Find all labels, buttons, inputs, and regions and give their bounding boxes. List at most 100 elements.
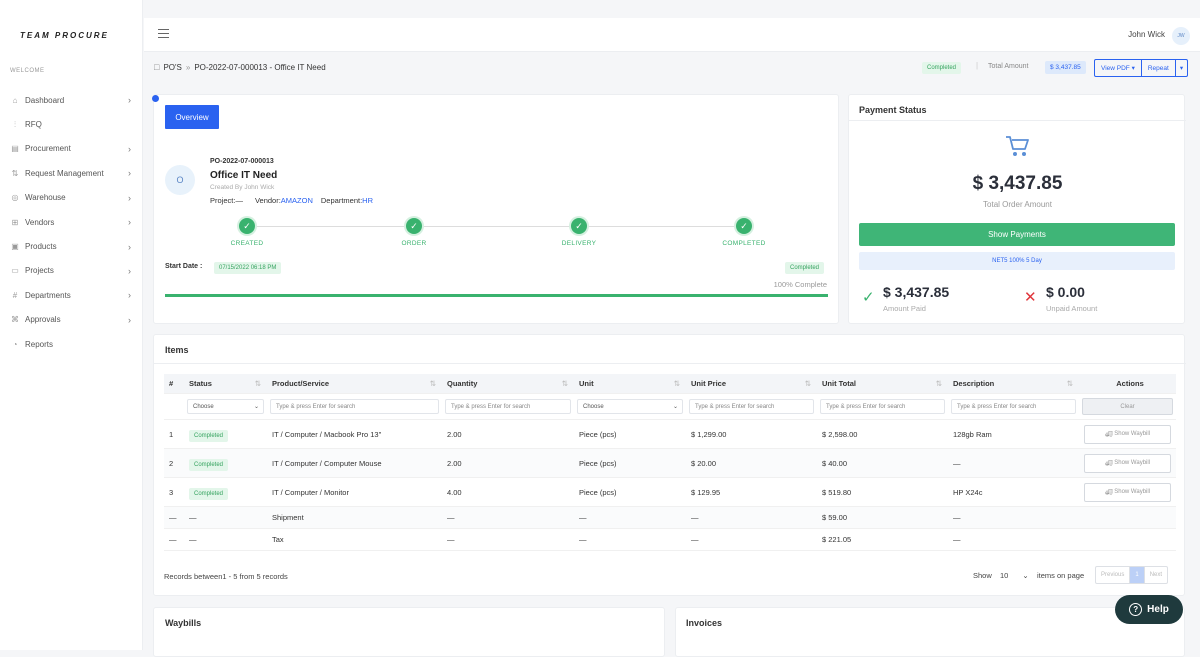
avatar[interactable]: JW	[1172, 27, 1190, 45]
page-size-select[interactable]: 10 ⌄	[994, 567, 1031, 584]
show-payments-button[interactable]: Show Payments	[859, 223, 1175, 246]
page-1-button[interactable]: 1	[1130, 567, 1144, 583]
user-name[interactable]: John Wick	[1128, 30, 1165, 39]
cell-qty: 2.00	[447, 429, 462, 439]
search-input[interactable]: Type & press Enter for search	[820, 399, 945, 414]
column-header-label: Unit Price	[691, 379, 727, 388]
column-header-actions[interactable]: Actions	[1079, 374, 1176, 394]
cell-total: $ 519.80	[822, 487, 852, 497]
step-label: ORDER	[401, 240, 427, 247]
chevron-right-icon: ›	[128, 217, 131, 228]
breadcrumb: □ PO'S » PO-2022-07-000013 - Office IT N…	[154, 62, 326, 72]
column-header-label: Unit	[579, 379, 594, 388]
sidebar-item-dashboard[interactable]: ⌂ Dashboard ›	[0, 88, 143, 112]
sort-icon[interactable]: ⇅	[429, 379, 436, 388]
show-waybill-label: Show Waybill	[1114, 489, 1151, 495]
column-header-quantity[interactable]: Quantity ⇅	[442, 374, 574, 394]
sidebar-item-reports[interactable]: ◔ Reports	[0, 332, 143, 356]
column-header--[interactable]: #	[164, 374, 184, 394]
chart-icon: ⫶	[14, 119, 16, 129]
clear-filters-button[interactable]: Clear	[1082, 398, 1173, 415]
unit-filter-select[interactable]: Choose ⌄	[577, 399, 683, 414]
home-icon: ⌂	[12, 95, 18, 105]
column-header-unit-total[interactable]: Unit Total ⇅	[817, 374, 948, 394]
hamburger-menu-icon[interactable]	[158, 29, 169, 41]
show-waybill-button[interactable]: 🚚︎ Show Waybill	[1084, 424, 1171, 444]
next-page-button[interactable]: Next	[1143, 567, 1167, 583]
department-label: Department:	[320, 196, 363, 205]
search-input[interactable]: Type & press Enter for search	[689, 399, 814, 414]
sidebar-item-procurement[interactable]: ▤ Procurement ›	[0, 137, 143, 161]
cell-desc: HP X24c	[953, 487, 983, 497]
vendor-value[interactable]: AMAZON	[280, 196, 313, 205]
sidebar-item-vendors[interactable]: ⊞ Vendors ›	[0, 210, 143, 234]
topbar: John Wick JW	[144, 18, 1200, 52]
sidebar-item-approvals[interactable]: ⌘ Approvals ›	[0, 308, 143, 332]
column-header-status[interactable]: Status ⇅	[184, 374, 267, 394]
truck-icon: 🚚︎	[1104, 489, 1113, 496]
sidebar-item-products[interactable]: ▣ Products ›	[0, 234, 143, 258]
divider	[849, 120, 1186, 121]
box-icon: ▣	[11, 242, 19, 252]
welcome-label: WELCOME	[10, 68, 45, 74]
sidebar-item-label: Request Management	[25, 168, 104, 178]
payment-total: $ 3,437.85	[972, 173, 1063, 194]
help-label: Help	[1147, 604, 1169, 615]
sidebar-item-rfq[interactable]: ⫶ RFQ	[0, 112, 143, 136]
progress-bar	[165, 294, 828, 297]
sidebar: TEAM PROCURE WELCOME ⌂ Dashboard › ⫶ RFQ ▤ Pro…	[0, 0, 143, 650]
repeat-button[interactable]: Repeat	[1142, 60, 1176, 76]
unpaid-amount-label: Unpaid Amount	[1046, 304, 1098, 313]
sort-icon[interactable]: ⇅	[804, 379, 811, 388]
cell-price: $ 1,299.00	[691, 429, 727, 439]
items-title: Items	[165, 345, 189, 355]
progress-bar-fill	[165, 294, 828, 297]
cell-n: 3	[169, 487, 174, 497]
column-header-unit[interactable]: Unit ⇅	[574, 374, 686, 394]
department-value[interactable]: HR	[362, 196, 374, 205]
search-input[interactable]: Type & press Enter for search	[951, 399, 1076, 414]
sidebar-item-departments[interactable]: # Departments ›	[0, 283, 143, 307]
sidebar-item-projects[interactable]: ▭ Projects ›	[0, 259, 143, 283]
cell-product: Shipment	[272, 513, 304, 522]
divider	[154, 363, 1186, 364]
sort-icon[interactable]: ⇅	[1066, 379, 1073, 388]
app-logo[interactable]: TEAM PROCURE	[20, 31, 109, 40]
more-dropdown-button[interactable]: ▾	[1176, 60, 1187, 76]
cell-n: 2	[169, 458, 174, 468]
sidebar-item-warehouse[interactable]: ◎ Warehouse ›	[0, 186, 143, 210]
sort-icon[interactable]: ⇅	[561, 379, 568, 388]
start-date-value: 07/15/2022 06:18 PM	[214, 262, 282, 274]
select-value: Choose	[583, 403, 604, 410]
cell-desc: 128gb Ram	[953, 429, 992, 439]
cell-desc: —	[953, 513, 961, 522]
chevron-right-icon: ›	[128, 95, 131, 106]
sort-icon[interactable]: ⇅	[935, 379, 942, 388]
breadcrumb-root[interactable]: PO'S	[163, 62, 182, 72]
column-header-label: Product/Service	[272, 379, 330, 388]
sidebar-item-request-management[interactable]: ⇅ Request Management ›	[0, 161, 143, 185]
search-input[interactable]: Type & press Enter for search	[270, 399, 439, 414]
column-header-description[interactable]: Description ⇅	[948, 374, 1079, 394]
truck-icon: 🚚︎	[1104, 460, 1113, 467]
sort-icon[interactable]: ⇅	[673, 379, 680, 388]
show-waybill-label: Show Waybill	[1114, 460, 1151, 466]
cell-n: —	[169, 513, 177, 522]
status-filter-select[interactable]: Choose ⌄	[187, 399, 264, 414]
help-button[interactable]: ? Help	[1115, 595, 1183, 624]
check-icon: ✓	[862, 289, 875, 306]
column-header-unit-price[interactable]: Unit Price ⇅	[686, 374, 817, 394]
tab-overview[interactable]: Overview	[165, 105, 219, 129]
show-waybill-button[interactable]: 🚚︎ Show Waybill	[1084, 453, 1171, 473]
column-header-product-service[interactable]: Product/Service ⇅	[267, 374, 442, 394]
items-on-page-label: items on page	[1037, 571, 1085, 580]
previous-page-button[interactable]: Previous	[1096, 567, 1131, 583]
view-pdf-button[interactable]: View PDF ▾	[1095, 60, 1142, 76]
records-summary: Records between1 - 5 from 5 records	[164, 572, 288, 581]
status-badge: Completed	[922, 62, 962, 74]
row-status-badge: Completed	[189, 458, 229, 471]
sort-icon[interactable]: ⇅	[254, 379, 261, 388]
search-input[interactable]: Type & press Enter for search	[445, 399, 571, 414]
clipboard-icon: ▤	[11, 144, 19, 154]
show-waybill-button[interactable]: 🚚︎ Show Waybill	[1084, 482, 1171, 502]
